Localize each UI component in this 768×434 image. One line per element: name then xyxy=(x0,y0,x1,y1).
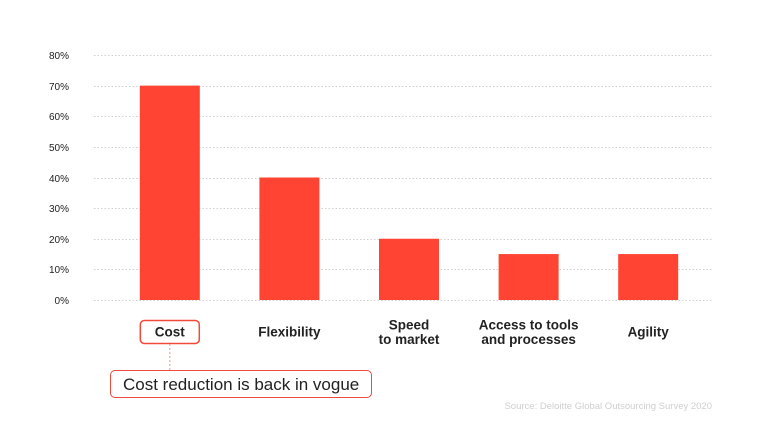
bar-flexibility xyxy=(259,177,320,300)
y-axis-ticks: 0% 10% 20% 30% 40% 50% 60% 70% 80% xyxy=(49,51,69,307)
y-tick-label: 70% xyxy=(49,82,69,93)
x-category-label: Access to tools and processes xyxy=(479,317,579,347)
bar-agility xyxy=(618,254,679,300)
bars xyxy=(139,85,679,300)
source-note: Source: Deloitte Global Outsourcing Surv… xyxy=(504,401,712,412)
x-category-label: Cost xyxy=(155,325,186,340)
y-tick-label: 60% xyxy=(49,112,69,123)
x-category-label: Speed to market xyxy=(379,317,440,347)
y-tick-label: 50% xyxy=(49,143,69,154)
y-tick-label: 10% xyxy=(49,265,69,276)
y-tick-label: 30% xyxy=(49,204,69,215)
y-tick-label: 80% xyxy=(49,51,69,62)
y-tick-label: 0% xyxy=(55,296,70,307)
bar-speed-to-market xyxy=(379,238,439,300)
bar-cost xyxy=(139,85,200,300)
bar-access-to-tools-and-processes xyxy=(498,254,559,300)
callout-annotation: Cost reduction is back in vogue xyxy=(110,370,373,398)
x-category-label: Flexibility xyxy=(258,325,321,340)
y-tick-label: 20% xyxy=(49,235,69,246)
x-axis-labels: Cost Flexibility Speed to market Access to t… xyxy=(155,317,670,347)
x-category-label: Agility xyxy=(628,325,670,340)
highlighted-category-box xyxy=(139,319,201,345)
y-tick-label: 40% xyxy=(49,174,69,185)
